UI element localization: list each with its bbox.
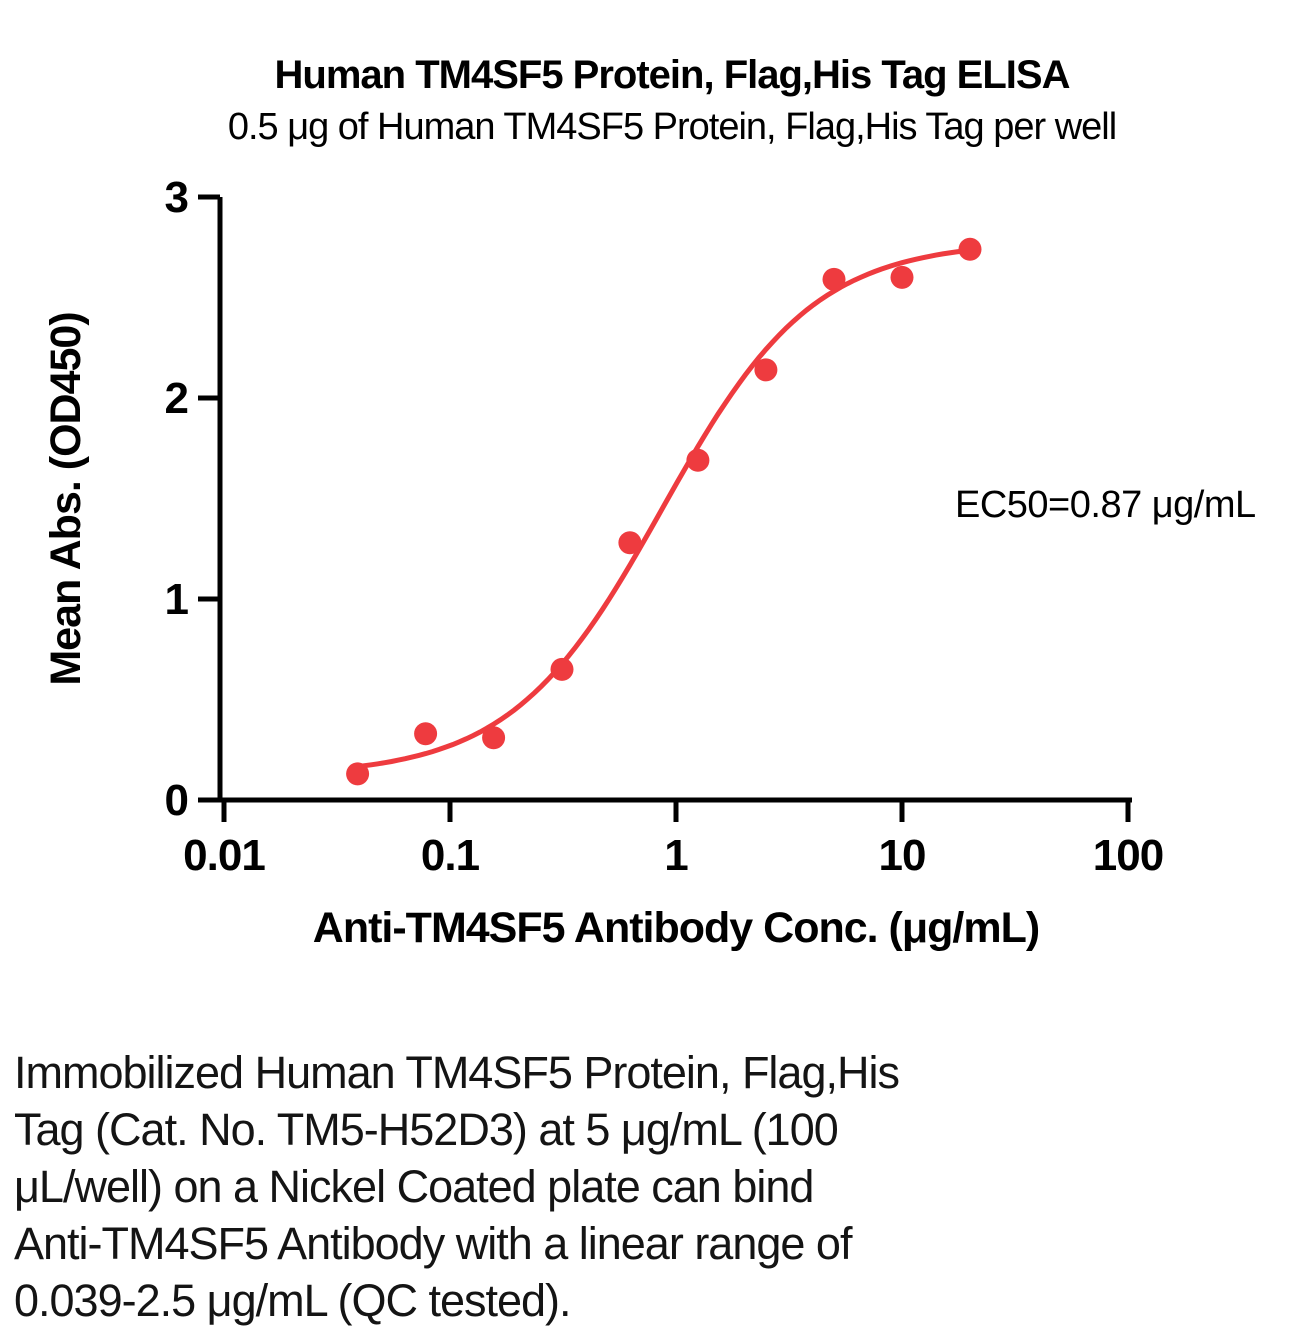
figure-caption: Immobilized Human TM4SF5 Protein, Flag,H…	[14, 1044, 900, 1329]
data-point	[618, 531, 642, 555]
data-point	[550, 657, 574, 681]
y-tick-label: 1	[165, 575, 189, 624]
y-tick-label: 3	[165, 173, 188, 222]
x-tick-label: 1	[664, 831, 688, 880]
x-tick-label: 10	[879, 831, 926, 880]
y-tick-label: 2	[165, 374, 188, 423]
data-point	[958, 237, 982, 261]
chart-subtitle: 0.5 μg of Human TM4SF5 Protein, Flag,His…	[228, 106, 1116, 148]
data-point	[482, 726, 506, 750]
data-point	[346, 762, 370, 786]
x-tick-label: 0.1	[421, 831, 480, 880]
caption-line: Anti-TM4SF5 Antibody with a linear range…	[14, 1218, 852, 1269]
x-tick-label: 100	[1093, 831, 1163, 880]
data-point	[890, 265, 914, 289]
data-point	[754, 358, 778, 382]
y-tick-label: 0	[165, 776, 188, 825]
ec50-annotation: EC50=0.87 μg/mL	[955, 484, 1256, 526]
x-tick-label: 0.01	[183, 831, 265, 880]
elisa-binding-chart: Human TM4SF5 Protein, Flag,His Tag ELISA…	[42, 53, 1256, 952]
data-point	[822, 267, 846, 291]
x-axis-title: Anti-TM4SF5 Antibody Conc. (μg/mL)	[313, 904, 1039, 952]
caption-line: 0.039-2.5 μg/mL (QC tested).	[14, 1275, 572, 1326]
caption-line: μL/well) on a Nickel Coated plate can bi…	[14, 1161, 814, 1212]
caption-line: Tag (Cat. No. TM5-H52D3) at 5 μg/mL (100	[14, 1104, 839, 1155]
data-point	[686, 448, 710, 472]
data-points	[346, 237, 982, 786]
caption-line: Immobilized Human TM4SF5 Protein, Flag,H…	[14, 1047, 900, 1098]
y-axis-title: Mean Abs. (OD450)	[42, 312, 90, 685]
fit-curve-line	[357, 247, 971, 770]
data-point	[414, 722, 438, 746]
x-axis-ticks: 0.01 0.1 1 10 100	[183, 800, 1164, 880]
chart-title: Human TM4SF5 Protein, Flag,His Tag ELISA	[275, 53, 1070, 97]
y-axis-ticks: 0 1 2 3	[165, 173, 220, 825]
